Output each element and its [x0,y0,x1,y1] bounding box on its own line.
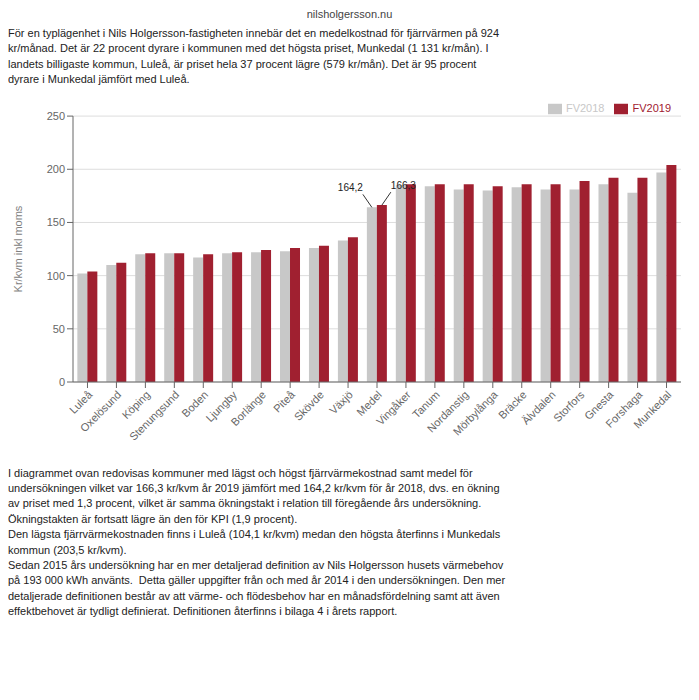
svg-text:Vingåker: Vingåker [374,388,413,427]
svg-text:Älvdalen: Älvdalen [519,388,557,426]
svg-text:164,2: 164,2 [338,182,363,193]
html-text:FV2018: FV2018 [565,101,605,114]
svg-text:Luleå: Luleå [66,388,95,416]
svg-text:Tanum: Tanum [410,388,442,420]
svg-text:Kr/kvm inkl moms: Kr/kvm inkl moms [12,205,24,292]
svg-text:250: 250 [47,110,65,122]
svg-text:Forshaga: Forshaga [603,388,645,430]
html-text:I diagrammet ovan redovisas ko: I diagrammet ovan redovisas kommuner med… [8,466,506,618]
svg-text:Medel: Medel [354,388,384,418]
svg-text:100: 100 [47,269,65,281]
svg-text:Oxelösund: Oxelösund [78,388,124,434]
svg-text:150: 150 [47,216,65,228]
svg-text:Stenungsund: Stenungsund [127,388,181,442]
svg-text:Piteå: Piteå [271,387,298,414]
svg-text:Ljungby: Ljungby [203,388,240,424]
svg-text:166,3: 166,3 [391,180,416,191]
svg-text:Köping: Köping [119,388,153,421]
svg-text:Gnesta: Gnesta [582,388,616,422]
svg-text:Skövde: Skövde [292,388,326,422]
svg-text:Bräcke: Bräcke [496,388,529,421]
html-text:För en typlägenhet i Nils Holg: För en typlägenhet i Nils Holgersson-fas… [8,27,499,86]
svg-text:Munkedal: Munkedal [631,388,673,430]
svg-text:0: 0 [59,375,65,387]
svg-text:200: 200 [47,163,65,175]
svg-text:50: 50 [53,322,65,334]
svg-text:Borlänge: Borlänge [228,388,268,428]
svg-text:Mörbylånga: Mörbylånga [451,387,501,437]
svg-text:Boden: Boden [179,388,211,419]
html-text:nilsholgersson.nu: nilsholgersson.nu [306,8,393,20]
html-text:FV2019: FV2019 [632,101,671,114]
svg-text:Storfors: Storfors [551,388,587,424]
svg-text:Nordanstig: Nordanstig [424,388,471,435]
svg-text:Växjö: Växjö [327,388,355,416]
